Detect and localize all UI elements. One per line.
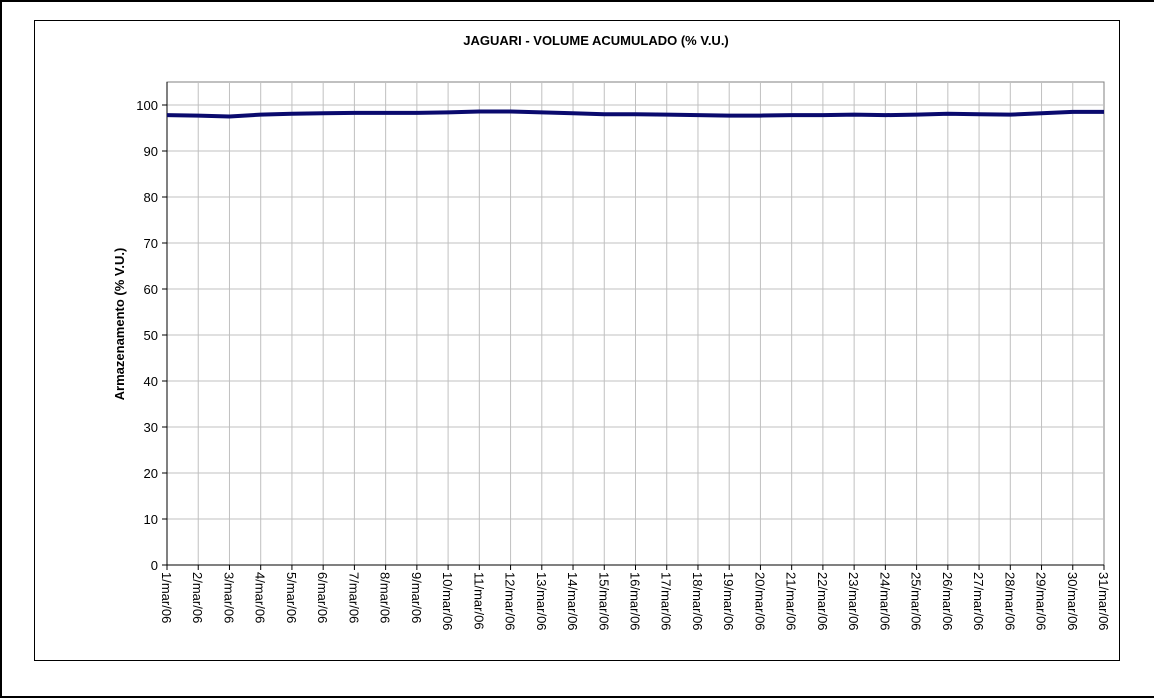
y-tick-label: 20: [144, 466, 158, 481]
x-tick-label: 24/mar/06: [877, 572, 892, 631]
x-tick-label: 25/mar/06: [909, 572, 924, 631]
x-tick-label: 6/mar/06: [315, 572, 330, 623]
x-tick-label: 3/mar/06: [221, 572, 236, 623]
chart-title: JAGUARI - VOLUME ACUMULADO (% V.U.): [463, 33, 729, 48]
x-tick-label: 18/mar/06: [690, 572, 705, 631]
x-tick-label: 23/mar/06: [846, 572, 861, 631]
x-tick-label: 27/mar/06: [971, 572, 986, 631]
x-tick-label: 26/mar/06: [940, 572, 955, 631]
x-tick-label: 13/mar/06: [534, 572, 549, 631]
y-tick-label: 50: [144, 328, 158, 343]
y-tick-label: 60: [144, 282, 158, 297]
x-tick-label: 5/mar/06: [284, 572, 299, 623]
x-tick-label: 15/mar/06: [596, 572, 611, 631]
y-tick-label: 40: [144, 374, 158, 389]
x-tick-label: 14/mar/06: [565, 572, 580, 631]
y-tick-label: 80: [144, 190, 158, 205]
x-tick-label: 31/mar/06: [1096, 572, 1111, 631]
y-tick-label: 70: [144, 236, 158, 251]
x-tick-label: 19/mar/06: [721, 572, 736, 631]
x-tick-label: 30/mar/06: [1065, 572, 1080, 631]
x-tick-label: 28/mar/06: [1002, 572, 1017, 631]
x-tick-label: 11/mar/06: [471, 572, 486, 630]
y-axis-title: Armazenamento (% V.U.): [112, 248, 127, 401]
x-tick-label: 22/mar/06: [815, 572, 830, 631]
x-tick-label: 1/mar/06: [159, 572, 174, 623]
y-tick-label: 10: [144, 512, 158, 527]
x-tick-label: 12/mar/06: [503, 572, 518, 631]
x-tick-label: 4/mar/06: [253, 572, 268, 623]
x-tick-label: 29/mar/06: [1034, 572, 1049, 631]
x-tick-label: 7/mar/06: [346, 572, 361, 623]
series-line: [166, 109, 1104, 119]
y-tick-label: 100: [136, 98, 158, 113]
x-tick-label: 16/mar/06: [628, 572, 643, 631]
x-tick-label: 9/mar/06: [409, 572, 424, 623]
x-tick-label: 21/mar/06: [784, 572, 799, 631]
x-tick-label: 10/mar/06: [440, 572, 455, 631]
y-tick-label: 30: [144, 420, 158, 435]
y-tick-label: 0: [151, 558, 158, 573]
x-tick-label: 20/mar/06: [752, 572, 767, 631]
x-tick-label: 8/mar/06: [378, 572, 393, 623]
x-tick-label: 17/mar/06: [659, 572, 674, 631]
y-tick-label: 90: [144, 144, 158, 159]
x-tick-label: 2/mar/06: [190, 572, 205, 623]
